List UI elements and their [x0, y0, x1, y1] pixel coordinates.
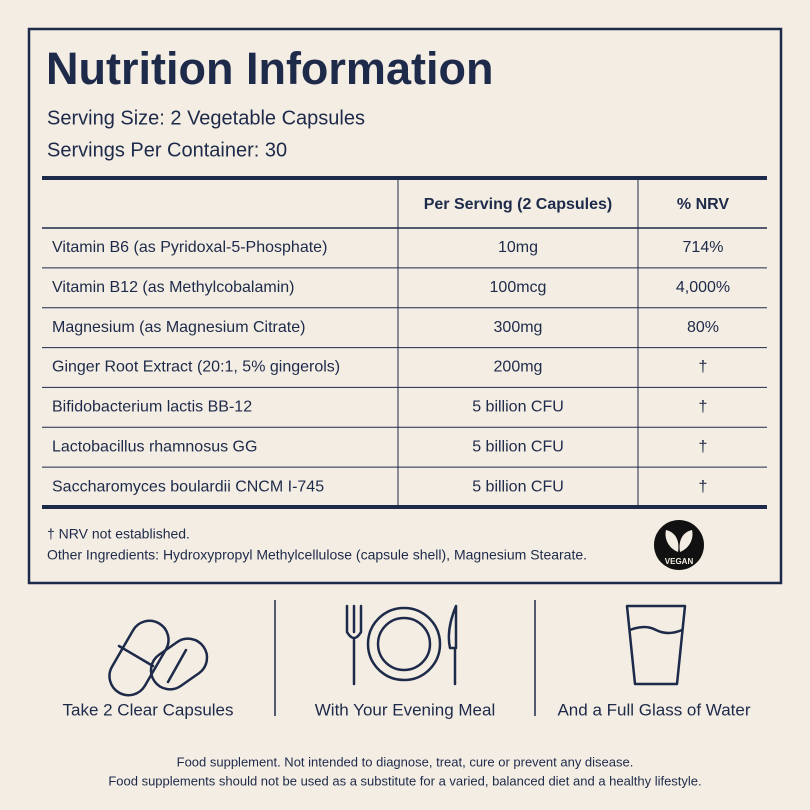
servings-per-container: Servings Per Container: 30: [47, 139, 287, 161]
nutrient-name: Saccharomyces boulardii CNCM I-745: [52, 478, 324, 495]
amount: 5 billion CFU: [472, 399, 564, 416]
direction: And a Full Glass of Water: [557, 700, 750, 719]
nutrition-table: Per Serving (2 Capsules) % NRV Vitamin B…: [42, 176, 767, 509]
disclaimer: Food supplements should not be used as a…: [108, 773, 701, 788]
title: Nutrition Information: [46, 43, 493, 94]
nrv: †: [699, 478, 708, 495]
nutrient-name: Lactobacillus rhamnosus GG: [52, 438, 257, 455]
column-header: % NRV: [677, 196, 729, 213]
footnote: † NRV not established.: [47, 526, 190, 542]
direction: Take 2 Clear Capsules: [62, 700, 233, 719]
amount: 100mcg: [490, 279, 547, 296]
nutrient-name: Vitamin B12 (as Methylcobalamin): [52, 279, 294, 296]
nrv: 4,000%: [676, 279, 730, 296]
badge-label: VEGAN: [665, 557, 694, 566]
nutrient-name: Bifidobacterium lactis BB-12: [52, 399, 252, 416]
amount: 200mg: [494, 359, 543, 376]
disclaimer: Food supplement. Not intended to diagnos…: [177, 754, 634, 769]
vegan-badge: VEGAN: [654, 520, 704, 570]
amount: 5 billion CFU: [472, 438, 564, 455]
nrv: †: [699, 359, 708, 376]
direction: With Your Evening Meal: [315, 700, 496, 719]
serving-size: Serving Size: 2 Vegetable Capsules: [47, 107, 365, 129]
nrv: 714%: [683, 239, 724, 256]
leaf-icon: [679, 530, 693, 552]
capsules-icon: [108, 619, 209, 697]
nrv: †: [699, 399, 708, 416]
panel-border: [27, 27, 783, 585]
glass-icon: [625, 604, 687, 686]
column-header: Per Serving (2 Capsules): [424, 196, 613, 213]
nrv: 80%: [687, 319, 719, 336]
amount: 10mg: [498, 239, 538, 256]
nrv: †: [699, 438, 708, 455]
amount: 300mg: [494, 319, 543, 336]
nutrient-name: Vitamin B6 (as Pyridoxal-5-Phosphate): [52, 239, 327, 256]
amount: 5 billion CFU: [472, 478, 564, 495]
meal-icon: [345, 604, 458, 686]
leaf-icon: [665, 530, 679, 552]
nutrient-name: Ginger Root Extract (20:1, 5% gingerols): [52, 359, 340, 376]
nutrient-name: Magnesium (as Magnesium Citrate): [52, 319, 305, 336]
footnote: Other Ingredients: Hydroxypropyl Methylc…: [47, 547, 587, 563]
